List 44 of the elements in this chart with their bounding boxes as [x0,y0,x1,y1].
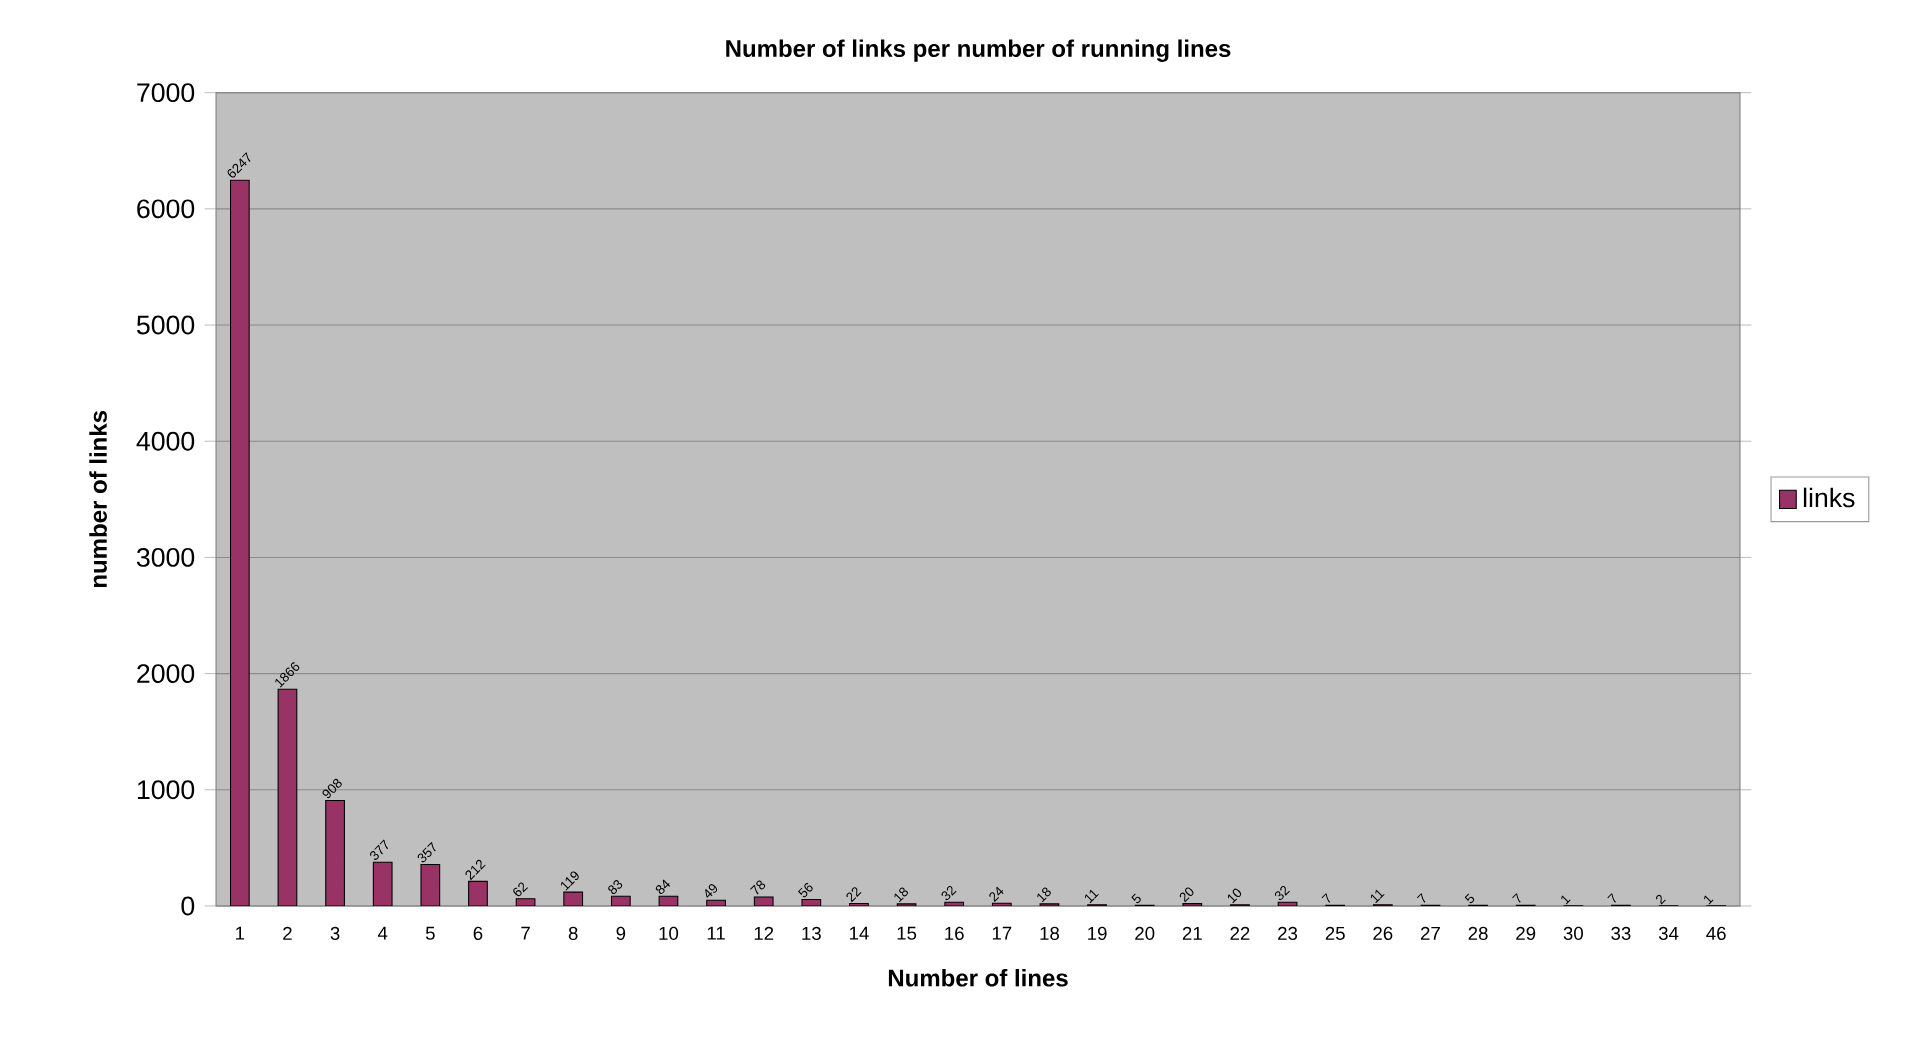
x-tick-label: 1 [236,926,245,940]
legend-label: links [1803,487,1855,508]
y-tick-label: 1000 [137,780,195,800]
x-tick-label: 15 [897,926,917,940]
y-tick-label: 3000 [136,547,195,567]
x-tick-label: 46 [1706,926,1726,940]
x-tick-label: 16 [945,926,964,940]
x-tick-label: 2 [283,926,292,940]
chart-title: Number of links per number of running lines [726,39,1231,62]
x-tick-label: 17 [992,926,1012,940]
x-tick-label: 8 [568,926,578,940]
y-tick-label: 6000 [137,199,195,219]
x-tick-label: 30 [1563,926,1583,940]
x-tick-label: 20 [1135,926,1155,940]
x-tick-label: 34 [1658,926,1679,940]
x-tick-label: 6 [473,926,483,940]
x-tick-label: 26 [1373,926,1393,940]
x-tick-label: 19 [1088,926,1107,940]
y-tick-label: 4000 [136,431,195,451]
x-tick-label: 11 [707,926,725,940]
y-tick-label: 7000 [137,83,195,103]
x-tick-label: 22 [1230,926,1250,940]
y-tick-label: 0 [181,896,195,916]
y-axis-title: number of links [89,410,107,588]
x-tick-label: 10 [659,926,679,940]
x-tick-label: 12 [754,926,774,940]
x-tick-label: 18 [1040,926,1060,940]
x-tick-label: 9 [616,926,626,940]
y-tick-label: 2000 [137,664,195,684]
x-tick-label: 23 [1278,926,1298,940]
x-tick-label: 14 [849,926,869,940]
x-tick-label: 21 [1182,926,1202,940]
x-tick-label: 7 [521,926,530,940]
x-tick-label: 3 [330,926,340,940]
y-tick-label: 5000 [136,315,195,335]
x-tick-label: 29 [1516,926,1536,940]
x-tick-label: 5 [425,926,435,940]
x-tick-label: 13 [802,926,821,940]
x-tick-label: 4 [377,926,388,940]
x-tick-label: 27 [1420,926,1440,940]
x-tick-label: 33 [1611,926,1631,940]
x-tick-label: 28 [1468,926,1488,940]
x-axis-title: Number of lines [888,968,1068,987]
x-tick-label: 25 [1325,926,1345,940]
